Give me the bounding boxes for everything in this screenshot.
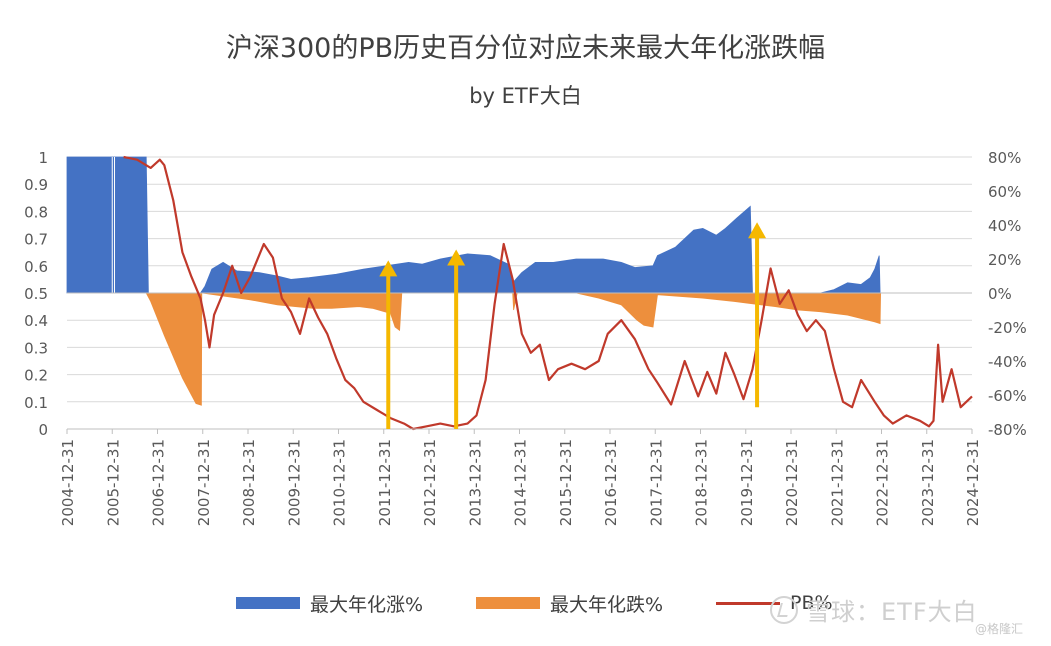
y-right-tick-label: -80% bbox=[988, 421, 1027, 439]
y-left-tick-label: 0.5 bbox=[24, 285, 48, 303]
legend-swatch-pb bbox=[716, 601, 780, 605]
x-tick-label: 2019-12-31 bbox=[738, 439, 756, 526]
y-left-tick-label: 0.6 bbox=[24, 258, 48, 276]
annotation-arrow-head bbox=[748, 222, 767, 239]
x-tick-label: 2020-12-31 bbox=[783, 439, 801, 526]
y-left-tick-label: 0.3 bbox=[24, 339, 48, 357]
y-left-tick-label: 1 bbox=[38, 149, 48, 167]
snowball-logo-icon bbox=[770, 595, 798, 624]
x-tick-label: 2016-12-31 bbox=[602, 439, 620, 526]
y-right-tick-label: -60% bbox=[988, 387, 1027, 405]
x-tick-label: 2008-12-31 bbox=[240, 439, 258, 526]
x-tick-label: 2009-12-31 bbox=[285, 439, 303, 526]
x-tick-label: 2010-12-31 bbox=[331, 439, 349, 526]
y-left-tick-label: 0.2 bbox=[24, 367, 48, 385]
x-tick-label: 2018-12-31 bbox=[693, 439, 711, 526]
y-right-tick-label: -20% bbox=[988, 319, 1027, 337]
x-tick-label: 2022-12-31 bbox=[874, 439, 892, 526]
x-tick-label: 2011-12-31 bbox=[376, 439, 394, 526]
x-tick-label: 2021-12-31 bbox=[828, 439, 846, 526]
y-left-tick-label: 0.8 bbox=[24, 203, 48, 221]
y-left-tick-label: 0.4 bbox=[24, 312, 48, 330]
legend-label-rise: 最大年化涨% bbox=[310, 593, 424, 616]
legend-item-rise: 最大年化涨% bbox=[236, 590, 423, 616]
y-right-tick-label: 0% bbox=[988, 285, 1012, 303]
y-left-tick-label: 0.7 bbox=[24, 231, 48, 249]
watermark: 雪球：ETF大白 bbox=[770, 592, 978, 627]
x-tick-label: 2023-12-31 bbox=[919, 439, 937, 526]
chart-subtitle: by ETF大白 bbox=[469, 84, 582, 108]
watermark-text: 雪球：ETF大白 bbox=[806, 598, 978, 626]
x-tick-label: 2006-12-31 bbox=[150, 439, 168, 526]
y-right-tick-label: -40% bbox=[988, 353, 1027, 371]
x-tick-label: 2012-12-31 bbox=[421, 439, 439, 526]
annotation-arrow-head bbox=[379, 260, 398, 277]
y-right-tick-label: 40% bbox=[988, 217, 1021, 235]
x-tick-label: 2013-12-31 bbox=[466, 439, 484, 526]
legend-label-fall: 最大年化跌% bbox=[550, 593, 664, 616]
y-left-tick-label: 0 bbox=[38, 421, 48, 439]
legend-label-pb: PB% bbox=[790, 592, 833, 614]
x-tick-label: 2004-12-31 bbox=[59, 439, 77, 526]
y-left-tick-label: 0.9 bbox=[24, 176, 48, 194]
watermark-sub: @格隆汇 bbox=[975, 622, 1024, 636]
y-left-tick-label: 0.1 bbox=[24, 394, 48, 412]
annotation-arrow-head bbox=[447, 249, 466, 266]
y-right-tick-label: 80% bbox=[988, 149, 1021, 167]
legend-swatch-rise bbox=[236, 597, 300, 609]
chart-title: 沪深300的PB历史百分位对应未来最大年化涨跌幅 bbox=[225, 33, 826, 64]
legend-item-fall: 最大年化跌% bbox=[476, 590, 663, 616]
y-right-tick-label: 60% bbox=[988, 183, 1021, 201]
x-tick-label: 2007-12-31 bbox=[195, 439, 213, 526]
x-tick-label: 2024-12-31 bbox=[964, 439, 982, 526]
x-tick-label: 2015-12-31 bbox=[557, 439, 575, 526]
series-line-pb bbox=[123, 155, 973, 431]
x-tick-label: 2014-12-31 bbox=[512, 439, 530, 526]
x-tick-label: 2005-12-31 bbox=[104, 439, 122, 526]
y-right-tick-label: 20% bbox=[988, 251, 1021, 269]
legend-swatch-fall bbox=[476, 597, 540, 609]
legend-item-pb: PB% bbox=[716, 590, 833, 616]
series-area bbox=[145, 292, 882, 406]
x-tick-label: 2017-12-31 bbox=[647, 439, 665, 526]
